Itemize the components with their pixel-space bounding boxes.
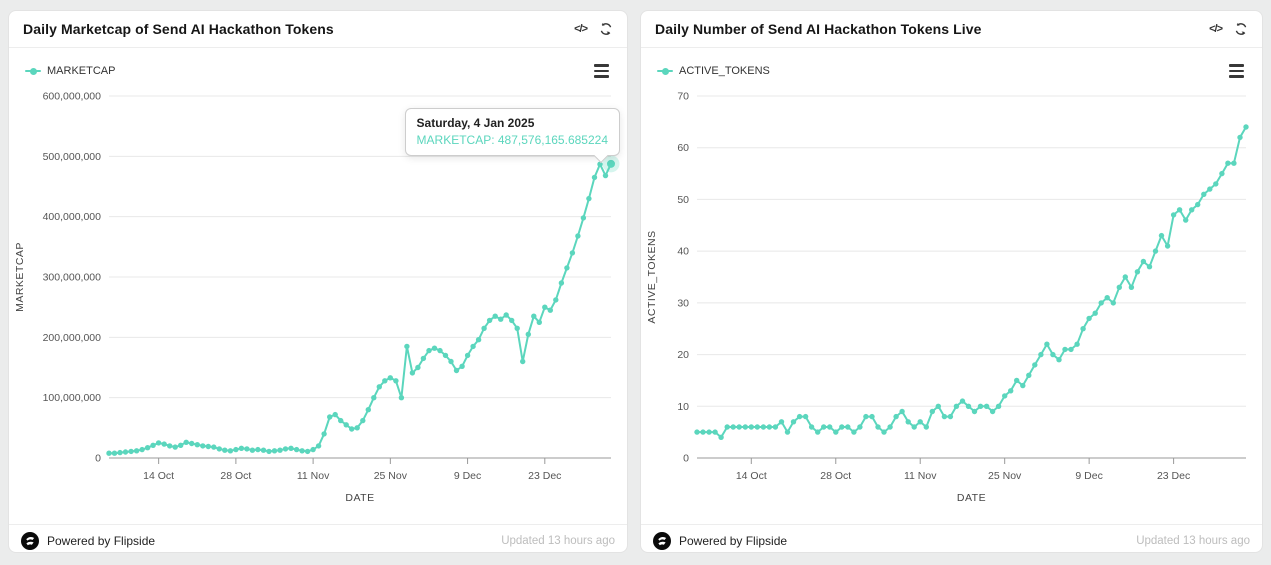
- svg-text:20: 20: [677, 349, 689, 361]
- svg-text:14 Oct: 14 Oct: [736, 470, 767, 482]
- svg-text:11 Nov: 11 Nov: [297, 470, 330, 482]
- panel-footer: Powered by Flipside Updated 13 hours ago: [641, 524, 1262, 556]
- page-title: Daily Number of Send AI Hackathon Tokens…: [655, 21, 982, 37]
- svg-text:70: 70: [677, 91, 689, 103]
- active-tokens-chart-section: ACTIVE_TOKENS 0 10 20 30 40 50 60 70 14 Oct 28 Oc…: [641, 48, 1262, 524]
- svg-text:10: 10: [677, 401, 689, 413]
- svg-text:9 Dec: 9 Dec: [1075, 470, 1102, 482]
- svg-text:40: 40: [677, 246, 689, 258]
- panel-header: Daily Number of Send AI Hackathon Tokens…: [641, 11, 1262, 48]
- svg-text:30: 30: [677, 297, 689, 309]
- legend-row: ACTIVE_TOKENS: [641, 48, 1262, 82]
- powered-by-flipside-link[interactable]: Powered by Flipside: [653, 531, 788, 550]
- chart-tooltip: Saturday, 4 Jan 2025 MARKETCAP: 487,576,…: [404, 108, 620, 164]
- series-marker-icon: [657, 67, 673, 75]
- legend-item-marketcap[interactable]: MARKETCAP: [25, 65, 115, 77]
- active-tokens-chart[interactable]: 0 10 20 30 40 50 60 70 14 Oct 28 Oct 11 Nov 25 Nov 9…: [641, 82, 1262, 524]
- legend-label: MARKETCAP: [47, 65, 116, 77]
- svg-text:300,000,000: 300,000,000: [43, 272, 102, 284]
- svg-text:25 Nov: 25 Nov: [374, 470, 408, 482]
- page-title: Daily Marketcap of Send AI Hackathon Tok…: [23, 21, 334, 37]
- panel-toolbar: </>: [1209, 22, 1248, 36]
- svg-text:100,000,000: 100,000,000: [43, 392, 102, 404]
- powered-by-label: Powered by Flipside: [679, 533, 788, 548]
- svg-text:23 Dec: 23 Dec: [528, 470, 561, 482]
- svg-text:23 Dec: 23 Dec: [1157, 470, 1190, 482]
- refresh-icon[interactable]: [599, 22, 613, 36]
- panel-footer: Powered by Flipside Updated 13 hours ago: [9, 524, 627, 556]
- powered-by-flipside-link[interactable]: Powered by Flipside: [21, 531, 156, 550]
- svg-text:500,000,000: 500,000,000: [43, 151, 102, 163]
- svg-text:28 Oct: 28 Oct: [820, 470, 851, 482]
- code-icon[interactable]: </>: [574, 23, 588, 35]
- refresh-icon[interactable]: [1234, 22, 1248, 36]
- svg-text:14 Oct: 14 Oct: [143, 470, 174, 482]
- svg-text:0: 0: [95, 453, 101, 465]
- chart-menu-icon[interactable]: [1227, 62, 1246, 80]
- marketcap-chart-section: MARKETCAP 0 100,000,000 200,000,000 300,000…: [9, 48, 627, 524]
- legend-row: MARKETCAP: [9, 48, 627, 82]
- updated-timestamp: Updated 13 hours ago: [501, 534, 615, 547]
- svg-text:DATE: DATE: [957, 492, 986, 504]
- legend-item-active-tokens[interactable]: ACTIVE_TOKENS: [657, 65, 770, 77]
- active-tokens-panel: Daily Number of Send AI Hackathon Tokens…: [640, 10, 1263, 553]
- svg-text:60: 60: [677, 142, 689, 154]
- svg-text:50: 50: [677, 194, 689, 206]
- svg-text:ACTIVE_TOKENS: ACTIVE_TOKENS: [646, 230, 658, 323]
- tooltip-value: MARKETCAP: 487,576,165.685224: [416, 133, 608, 147]
- svg-text:0: 0: [683, 453, 689, 465]
- updated-timestamp: Updated 13 hours ago: [1136, 534, 1250, 547]
- svg-text:11 Nov: 11 Nov: [904, 470, 937, 482]
- flipside-logo-icon: [21, 531, 39, 550]
- svg-text:DATE: DATE: [345, 492, 374, 504]
- legend-label: ACTIVE_TOKENS: [679, 65, 770, 77]
- code-icon[interactable]: </>: [1209, 23, 1223, 35]
- svg-text:9 Dec: 9 Dec: [454, 470, 481, 482]
- tooltip-date: Saturday, 4 Jan 2025: [416, 116, 535, 130]
- marketcap-chart[interactable]: 0 100,000,000 200,000,000 300,000,000 400,00…: [9, 82, 627, 524]
- flipside-logo-icon: [653, 531, 671, 550]
- svg-text:MARKETCAP: MARKETCAP: [14, 242, 26, 312]
- series-marker-icon: [25, 67, 41, 75]
- svg-text:600,000,000: 600,000,000: [43, 91, 102, 103]
- svg-text:25 Nov: 25 Nov: [988, 470, 1022, 482]
- marketcap-panel: Daily Marketcap of Send AI Hackathon Tok…: [8, 10, 628, 553]
- panel-toolbar: </>: [574, 22, 613, 36]
- svg-text:200,000,000: 200,000,000: [43, 332, 102, 344]
- svg-text:28 Oct: 28 Oct: [220, 470, 251, 482]
- powered-by-label: Powered by Flipside: [47, 533, 156, 548]
- chart-menu-icon[interactable]: [592, 62, 611, 80]
- panel-header: Daily Marketcap of Send AI Hackathon Tok…: [9, 11, 627, 48]
- svg-text:400,000,000: 400,000,000: [43, 211, 102, 223]
